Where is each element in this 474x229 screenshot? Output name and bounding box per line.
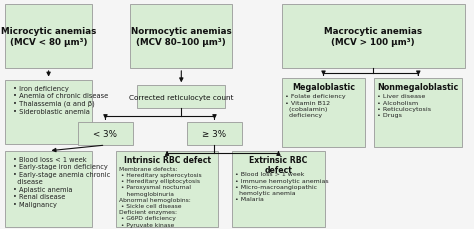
Text: Nonmegaloblastic: Nonmegaloblastic: [378, 83, 459, 92]
Text: Extrinsic RBC
defect: Extrinsic RBC defect: [249, 155, 308, 174]
FancyBboxPatch shape: [5, 5, 92, 69]
Text: • Blood loss > 1 week
• Immune hemolytic anemias
• Micro-macroangiopathic
  hemo: • Blood loss > 1 week • Immune hemolytic…: [235, 172, 329, 202]
FancyBboxPatch shape: [78, 123, 133, 145]
FancyBboxPatch shape: [116, 151, 218, 227]
FancyBboxPatch shape: [130, 5, 232, 69]
Text: ≥ 3%: ≥ 3%: [202, 129, 227, 139]
Text: • Liver disease
• Alcoholism
• Reticulocytosis
• Drugs: • Liver disease • Alcoholism • Reticuloc…: [377, 94, 431, 118]
FancyBboxPatch shape: [5, 80, 92, 144]
Text: Microcytic anemias
(MCV < 80 μm³): Microcytic anemias (MCV < 80 μm³): [1, 27, 96, 47]
Text: Megaloblastic: Megaloblastic: [292, 83, 355, 92]
Text: < 3%: < 3%: [93, 129, 118, 139]
Text: • Blood loss < 1 week
• Early-stage iron deficiency
• Early-stage anemia chronic: • Blood loss < 1 week • Early-stage iron…: [13, 156, 110, 207]
Text: Membrane defects:
 • Hereditary spherocytosis
 • Hereditary elliptocytosis
 • Pa: Membrane defects: • Hereditary spherocyt…: [119, 166, 201, 229]
FancyBboxPatch shape: [282, 5, 465, 69]
FancyBboxPatch shape: [137, 86, 225, 109]
Text: Macrocytic anemias
(MCV > 100 μm³): Macrocytic anemias (MCV > 100 μm³): [324, 27, 422, 47]
FancyBboxPatch shape: [5, 151, 92, 227]
FancyBboxPatch shape: [282, 79, 365, 148]
Text: Normocytic anemias
(MCV 80–100 μm³): Normocytic anemias (MCV 80–100 μm³): [131, 27, 232, 47]
FancyBboxPatch shape: [374, 79, 462, 148]
Text: • Iron deficiency
• Anemia of chronic disease
• Thalassemia (α and β)
• Siderobl: • Iron deficiency • Anemia of chronic di…: [13, 85, 109, 114]
FancyBboxPatch shape: [232, 151, 325, 227]
Text: • Folate deficiency
• Vitamin B12
  (cobalamin)
  deficiency: • Folate deficiency • Vitamin B12 (cobal…: [285, 94, 346, 118]
Text: Intrinsic RBC defect: Intrinsic RBC defect: [124, 155, 210, 164]
Text: Corrected reticulocyte count: Corrected reticulocyte count: [129, 94, 234, 100]
FancyBboxPatch shape: [187, 123, 242, 145]
